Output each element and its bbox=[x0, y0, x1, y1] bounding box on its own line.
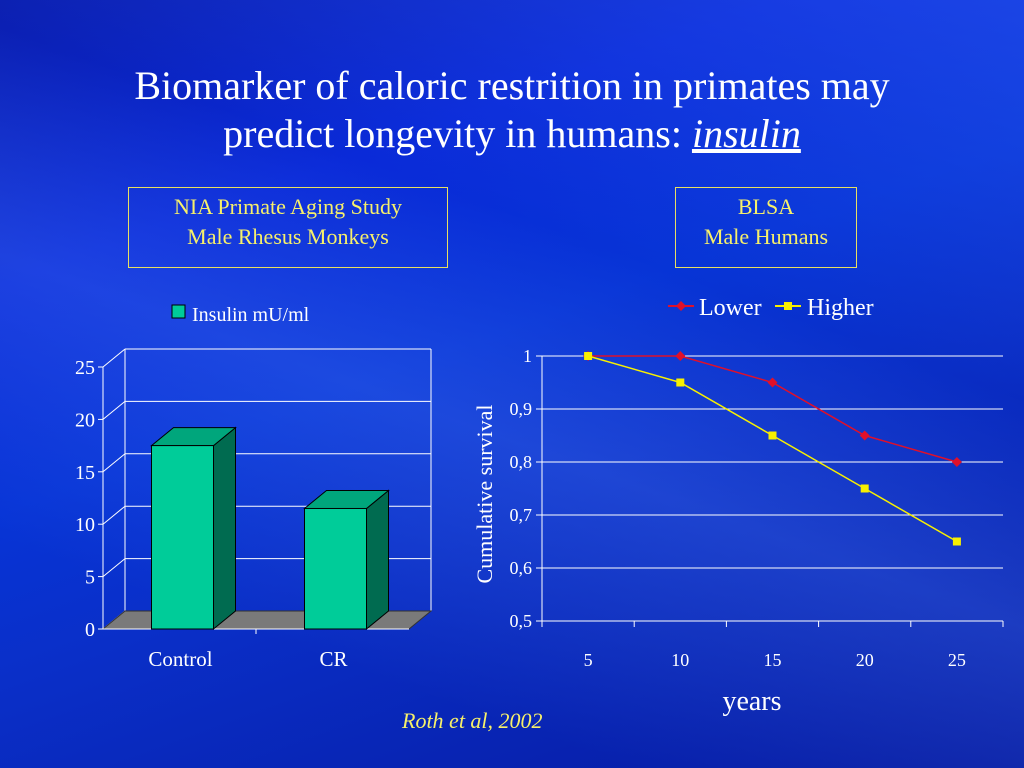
line-point-lower bbox=[951, 457, 962, 467]
bar-x-label-cr: CR bbox=[319, 647, 347, 671]
bar-grid-diagonal bbox=[102, 558, 126, 577]
line-y-tick-label: 0,6 bbox=[510, 558, 533, 578]
legend-marker-higher bbox=[784, 302, 792, 310]
bar-y-tick-label: 0 bbox=[85, 619, 95, 641]
left-study-line-2: Male Rhesus Monkeys bbox=[187, 224, 389, 249]
bar-side-cr bbox=[366, 489, 389, 631]
line-y-tick-label: 1 bbox=[523, 346, 532, 366]
line-x-tick-label: 25 bbox=[948, 650, 966, 670]
line-y-tick-label: 0,7 bbox=[510, 505, 533, 525]
line-y-tick-label: 0,5 bbox=[510, 611, 533, 631]
bar-y-tick-label: 5 bbox=[85, 567, 95, 589]
bar-cr bbox=[304, 507, 367, 630]
slide-title: Biomarker of caloric restrition in prima… bbox=[0, 62, 1024, 158]
line-point-higher bbox=[860, 484, 869, 493]
bar-control bbox=[151, 445, 214, 630]
line-x-tick-label: 5 bbox=[584, 650, 593, 670]
legend-marker-lower bbox=[676, 301, 686, 311]
bar-grid-diagonal bbox=[102, 348, 126, 368]
bar-grid-diagonal bbox=[102, 401, 126, 420]
title-line-1: Biomarker of caloric restrition in prima… bbox=[134, 63, 890, 108]
bar-y-tick-label: 15 bbox=[75, 462, 95, 484]
line-y-tick-label: 0,8 bbox=[510, 452, 533, 472]
line-point-lower bbox=[675, 351, 686, 361]
left-study-label: NIA Primate Aging Study Male Rhesus Monk… bbox=[128, 187, 448, 268]
bar-grid-diagonal bbox=[102, 453, 126, 473]
bar-grid-diagonal bbox=[102, 505, 126, 525]
title-line-2: predict longevity in humans: insulin bbox=[0, 110, 1024, 158]
bar-side-control bbox=[213, 426, 236, 631]
line-point-lower bbox=[767, 377, 778, 388]
line-point-lower bbox=[859, 430, 870, 441]
title-emphasis: insulin bbox=[691, 111, 801, 156]
bar-legend-label: Insulin mU/ml bbox=[192, 304, 310, 326]
line-y-tick-label: 0,9 bbox=[510, 399, 533, 419]
bar-x-label-control: Control bbox=[148, 647, 212, 671]
bar-legend-swatch bbox=[171, 304, 186, 319]
line-point-higher bbox=[768, 431, 777, 440]
right-study-line-2: Male Humans bbox=[703, 224, 829, 249]
bar-y-tick-label: 20 bbox=[75, 409, 95, 431]
right-study-label: BLSA Male Humans bbox=[675, 187, 857, 268]
title-line-2-prefix: predict longevity in humans: bbox=[223, 111, 692, 156]
line-point-higher bbox=[584, 352, 593, 360]
legend-label-lower: Lower bbox=[699, 295, 762, 321]
right-study-line-1: BLSA bbox=[737, 194, 795, 219]
legend-label-higher: Higher bbox=[807, 295, 874, 321]
line-y-axis-title: Cumulative survival bbox=[472, 404, 497, 583]
line-x-tick-label: 15 bbox=[764, 650, 782, 670]
line-x-tick-label: 20 bbox=[856, 650, 874, 670]
left-study-line-1: NIA Primate Aging Study bbox=[174, 194, 402, 219]
line-x-tick-label: 10 bbox=[671, 650, 689, 670]
line-x-axis-title: years bbox=[722, 686, 781, 717]
bar-y-tick-label: 10 bbox=[75, 514, 95, 536]
line-point-higher bbox=[676, 378, 685, 387]
bar-y-tick-label: 25 bbox=[75, 357, 95, 379]
line-point-higher bbox=[952, 537, 961, 546]
citation: Roth et al, 2002 bbox=[402, 708, 543, 733]
